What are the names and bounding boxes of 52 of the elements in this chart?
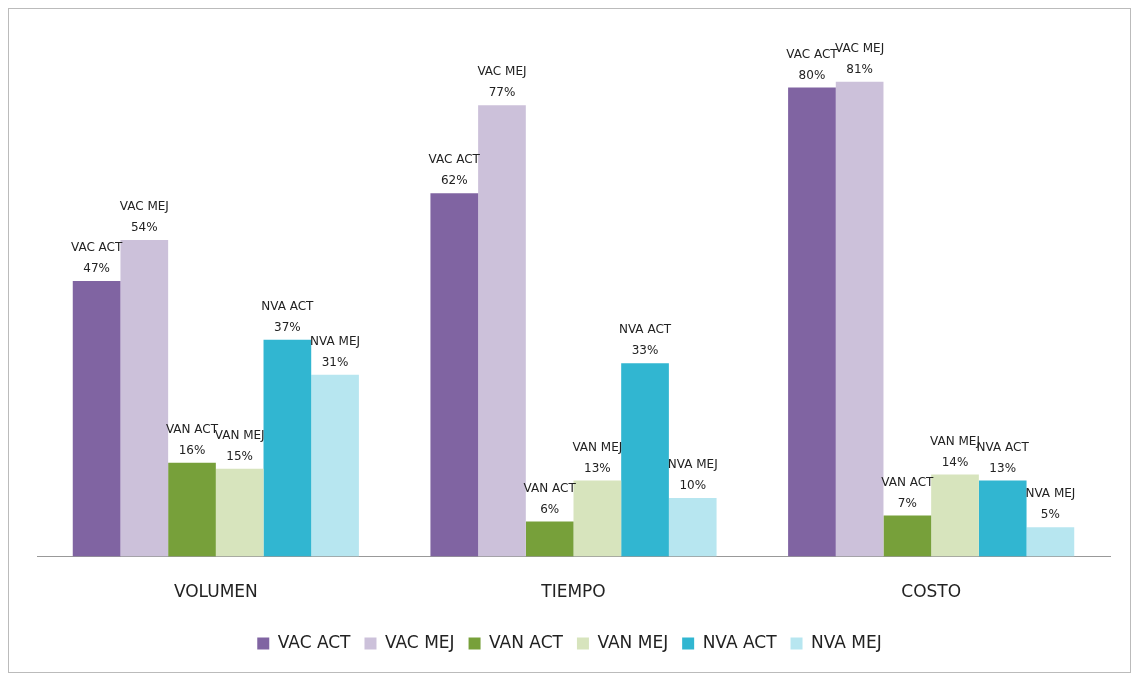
data-label: 13% — [989, 460, 1017, 475]
bar — [1026, 527, 1075, 557]
data-label: 31% — [321, 355, 349, 369]
x-tick-label: VOLUMEN — [173, 581, 258, 602]
data-label: 80% — [798, 67, 826, 82]
text: VAC MEJ — [477, 64, 527, 79]
bar — [311, 374, 359, 557]
data-label: 13% — [584, 460, 611, 475]
x-tick-label: TIEMPO — [540, 581, 606, 602]
text: NVA MEJ — [667, 457, 718, 472]
text: NVA ACT — [618, 322, 672, 337]
bar — [621, 363, 669, 557]
legend-label: VAN ACT — [489, 631, 564, 652]
bar — [788, 87, 836, 557]
x-tick-label: COSTO — [901, 581, 962, 602]
data-label: 54% — [130, 220, 158, 235]
text: NVA MEJ — [310, 334, 361, 348]
text: VAC ACT — [428, 152, 480, 167]
bar — [883, 515, 932, 557]
bar — [978, 480, 1027, 557]
text: NVA ACT — [261, 298, 314, 313]
text: VAN ACT — [523, 480, 576, 495]
data-label: 81% — [846, 61, 873, 76]
legend-label: NVA MEJ — [811, 631, 882, 652]
bar — [263, 339, 312, 557]
bar — [215, 468, 264, 557]
data-label: 16% — [178, 442, 206, 457]
bar — [72, 281, 121, 557]
data-label: 7% — [897, 495, 917, 510]
data-label: 37% — [274, 319, 301, 334]
bar — [668, 497, 717, 557]
bar — [430, 193, 479, 557]
text: VAN MEJ — [572, 439, 623, 454]
data-label: 77% — [488, 85, 516, 100]
text: VAC MEJ — [119, 199, 169, 214]
text: VAC ACT — [70, 240, 123, 255]
data-label: 47% — [83, 261, 110, 276]
legend-label: NVA ACT — [702, 631, 778, 652]
text: VAN ACT — [881, 474, 934, 489]
data-label: 14% — [941, 454, 969, 469]
data-label: 6% — [540, 501, 560, 516]
data-label: 10% — [679, 478, 707, 493]
data-label: 33% — [631, 343, 659, 358]
bar — [168, 462, 216, 557]
data-label: 62% — [440, 173, 468, 188]
bar — [525, 521, 574, 557]
text: NVA MEJ — [1025, 486, 1076, 501]
data-label: 5% — [1040, 507, 1060, 522]
legend-label: VAC MEJ — [384, 631, 455, 652]
legend-label: VAC ACT — [277, 631, 352, 652]
data-label: 15% — [226, 448, 254, 463]
legend-label: VAN MEJ — [597, 631, 669, 652]
